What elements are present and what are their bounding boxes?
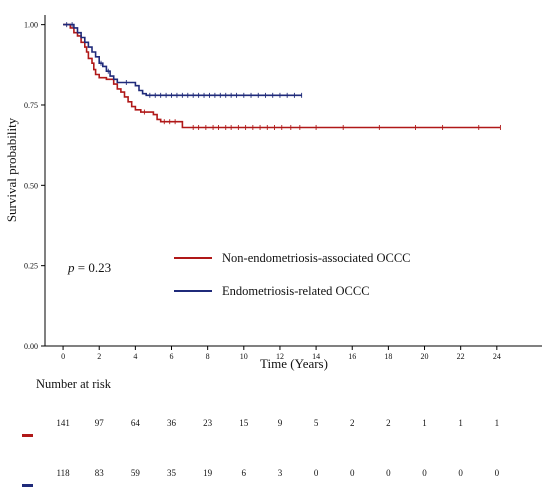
x-tick-label: 4 (133, 352, 137, 361)
risk-row-1-value: 5 (314, 418, 319, 428)
x-tick-label: 14 (312, 352, 320, 361)
y-axis-title: Survival probability (4, 117, 19, 222)
risk-row-2-value: 3 (278, 468, 283, 478)
risk-row-1-swatch (22, 434, 33, 437)
y-tick-label: 0.75 (24, 101, 38, 110)
risk-row-1-value: 15 (239, 418, 249, 428)
risk-row-1-value: 97 (95, 418, 105, 428)
x-tick-label: 24 (493, 352, 501, 361)
legend-label-series-1: Non-endometriosis-associated OCCC (222, 251, 411, 265)
risk-row-1-value: 2 (350, 418, 355, 428)
risk-row-1-value: 1 (422, 418, 427, 428)
risk-row-1-value: 9 (278, 418, 283, 428)
risk-row-1-value: 1 (495, 418, 500, 428)
x-tick-label: 12 (276, 352, 284, 361)
p-value: = 0.23 (75, 260, 112, 275)
risk-row-1-value: 64 (131, 418, 141, 428)
y-axis-ticks: 0.00 0.25 0.50 0.75 1.00 (24, 21, 45, 351)
y-tick-label: 0.25 (24, 262, 38, 271)
x-tick-label: 22 (457, 352, 465, 361)
risk-row-2-value: 19 (203, 468, 213, 478)
x-tick-label: 6 (170, 352, 174, 361)
risk-row-1-value: 23 (203, 418, 213, 428)
p-value-annotation: p = 0.23 (67, 260, 111, 275)
x-tick-label: 8 (206, 352, 210, 361)
y-tick-label: 1.00 (24, 21, 38, 30)
y-tick-label: 0.00 (24, 342, 38, 351)
legend: Non-endometriosis-associated OCCC Endome… (174, 251, 411, 298)
y-tick-label: 0.50 (24, 181, 38, 190)
x-tick-label: 10 (240, 352, 248, 361)
x-tick-label: 0 (61, 352, 65, 361)
risk-row-1-value: 141 (56, 418, 70, 428)
risk-row-2-value: 118 (56, 468, 70, 478)
risk-row-2-value: 0 (458, 468, 463, 478)
series-layer (63, 22, 501, 130)
risk-table-title: Number at risk (36, 377, 112, 391)
risk-row-2-value: 59 (131, 468, 141, 478)
risk-row-2-value: 0 (386, 468, 391, 478)
x-tick-label: 2 (97, 352, 101, 361)
risk-row-2-value: 0 (495, 468, 500, 478)
series-2-curve (63, 23, 302, 97)
risk-table: 141 97 64 36 23 15 9 5 2 2 1 1 1 118 83 59 35 19 6 3 0 0 0 0 0 0 (22, 418, 500, 487)
risk-row-2-value: 35 (167, 468, 177, 478)
x-tick-label: 16 (348, 352, 356, 361)
x-axis-title: Time (Years) (260, 356, 328, 371)
risk-row-1-value: 1 (458, 418, 463, 428)
risk-row-2-value: 6 (242, 468, 247, 478)
x-axis-ticks: 0 2 4 6 8 10 12 14 16 18 20 22 24 (61, 346, 501, 361)
risk-row-2-value: 0 (350, 468, 355, 478)
p-symbol: p (67, 260, 75, 275)
legend-label-series-2: Endometriosis-related OCCC (222, 284, 370, 298)
risk-row-1-value: 2 (386, 418, 391, 428)
risk-row-2-value: 83 (95, 468, 105, 478)
risk-row-2-value: 0 (314, 468, 319, 478)
series-1-curve (63, 23, 501, 129)
x-tick-label: 20 (421, 352, 429, 361)
risk-row-2-value: 0 (422, 468, 427, 478)
risk-row-2-swatch (22, 484, 33, 487)
x-tick-label: 18 (384, 352, 392, 361)
risk-row-1-value: 36 (167, 418, 177, 428)
